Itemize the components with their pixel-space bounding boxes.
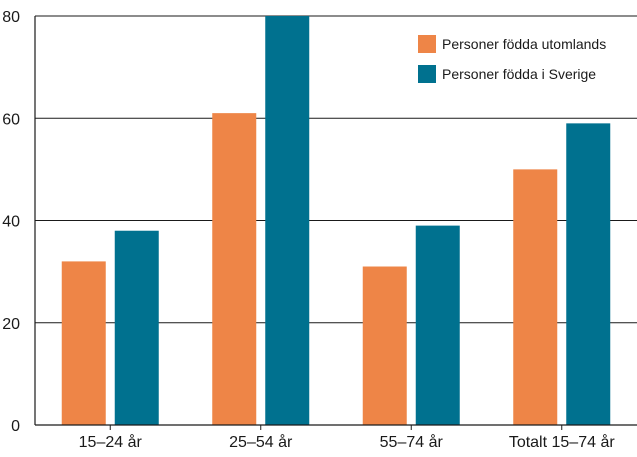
x-tick-label-0: 15–24 år bbox=[79, 433, 143, 451]
legend-swatch-1 bbox=[418, 65, 436, 83]
bars bbox=[61, 16, 611, 426]
bar-sverige-2 bbox=[415, 225, 460, 425]
x-tick-label-1: 25–54 år bbox=[229, 433, 293, 451]
y-tick-label-40: 40 bbox=[2, 214, 20, 231]
legend-swatch-0 bbox=[418, 35, 436, 53]
legend-label-0: Personer födda utomlands bbox=[442, 36, 606, 52]
legend-label-1: Personer födda i Sverige bbox=[442, 66, 596, 82]
bar-sverige-3 bbox=[566, 123, 611, 426]
legend: Personer födda utomlands Personer födda i… bbox=[418, 35, 606, 83]
x-tick-label-3: Totalt 15–74 år bbox=[509, 433, 616, 451]
bar-utomlands-2 bbox=[362, 266, 407, 425]
bar-sverige-0 bbox=[114, 230, 159, 425]
bar-sverige-1 bbox=[265, 16, 310, 425]
y-tick-label-60: 60 bbox=[2, 111, 20, 128]
axes: 0 20 40 60 80 15–24 år 25–54 år 55–74 år Totalt … bbox=[2, 9, 637, 451]
y-tick-label-80: 80 bbox=[2, 9, 20, 26]
bar-utomlands-1 bbox=[212, 113, 257, 425]
bar-utomlands-3 bbox=[513, 169, 558, 425]
y-tick-label-0: 0 bbox=[11, 418, 20, 435]
y-tick-label-20: 20 bbox=[2, 316, 20, 333]
x-tick-label-2: 55–74 år bbox=[380, 433, 444, 451]
bar-utomlands-0 bbox=[61, 261, 106, 425]
